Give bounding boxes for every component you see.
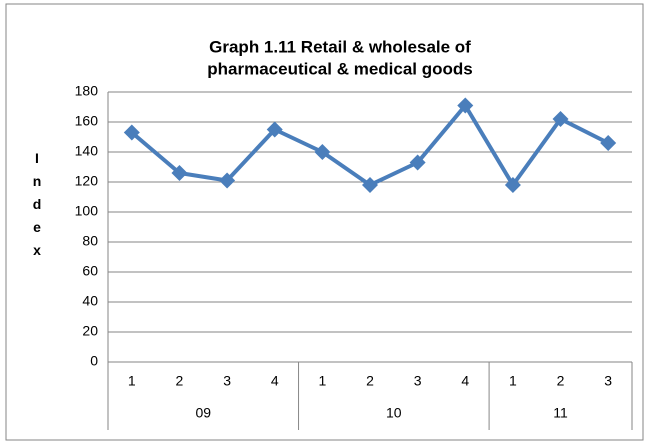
- x-tick-label: 4: [461, 373, 469, 389]
- y-tick-label: 40: [82, 293, 98, 309]
- y-tick-label: 160: [75, 113, 99, 129]
- chart-title: pharmaceutical & medical goods: [207, 59, 472, 78]
- x-tick-label: 1: [128, 373, 136, 389]
- marker: [457, 97, 474, 114]
- y-tick-label: 180: [75, 83, 99, 99]
- x-tick-label: 2: [557, 373, 565, 389]
- y-tick-label: 20: [82, 323, 98, 339]
- y-tick-label: 60: [82, 263, 98, 279]
- marker: [219, 172, 236, 189]
- y-axis-label: Index: [29, 150, 45, 265]
- x-group-label: 09: [195, 405, 211, 421]
- x-tick-label: 4: [271, 373, 279, 389]
- x-tick-label: 1: [509, 373, 517, 389]
- x-group-label: 11: [553, 405, 568, 421]
- y-tick-label: 120: [75, 173, 99, 189]
- marker: [314, 144, 331, 160]
- marker: [266, 121, 283, 138]
- x-tick-label: 2: [366, 373, 374, 389]
- marker: [123, 124, 140, 141]
- x-group-label: 10: [386, 405, 402, 421]
- y-tick-label: 0: [90, 353, 98, 369]
- marker: [600, 135, 617, 151]
- y-tick-label: 80: [82, 233, 98, 249]
- x-tick-label: 3: [414, 373, 422, 389]
- marker: [362, 177, 378, 193]
- x-tick-label: 2: [176, 373, 184, 389]
- marker: [409, 154, 426, 171]
- y-tick-label: 100: [75, 203, 99, 219]
- x-tick-label: 3: [604, 373, 612, 389]
- x-tick-label: 3: [223, 373, 231, 389]
- marker: [171, 165, 188, 181]
- x-tick-label: 1: [318, 373, 326, 389]
- marker: [504, 177, 521, 193]
- y-tick-label: 140: [75, 143, 99, 159]
- chart-title: Graph 1.11 Retail & wholesale of: [209, 37, 471, 56]
- marker: [552, 111, 569, 127]
- chart-border: [5, 3, 644, 441]
